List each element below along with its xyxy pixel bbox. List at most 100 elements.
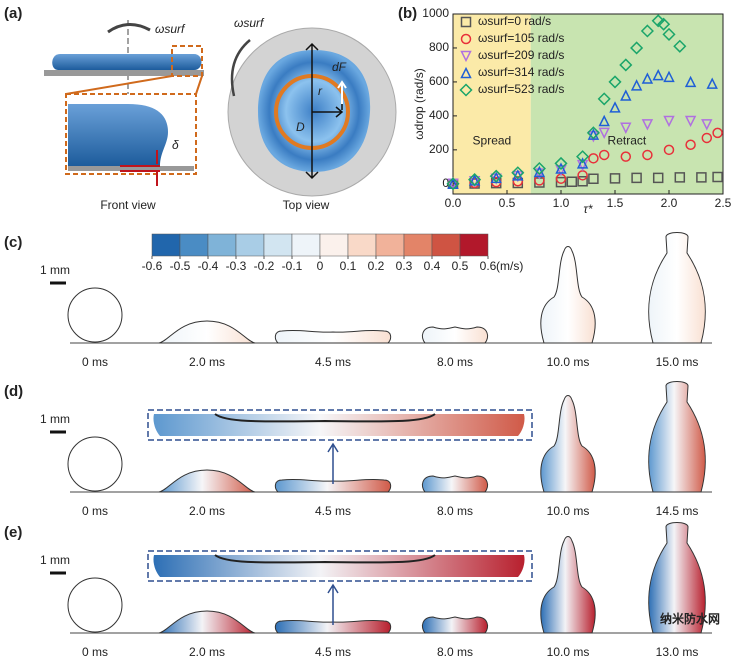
droplet <box>540 246 596 344</box>
panel-a: (a) ωsurf δ Front view dF r D ωsurf Top … <box>4 5 397 212</box>
droplet <box>421 326 489 344</box>
colorbar-tick-label: -0.3 <box>226 259 247 273</box>
colorbar-cell <box>235 233 265 257</box>
marker <box>642 149 653 161</box>
marker <box>598 114 610 127</box>
marker <box>701 132 713 144</box>
marker <box>588 153 599 164</box>
marker <box>598 127 610 140</box>
marker <box>696 172 707 183</box>
marker <box>609 173 621 184</box>
inset-arrow <box>327 583 339 625</box>
x-axis-label: τ* <box>583 202 592 216</box>
inset-outline <box>214 413 436 423</box>
marker <box>468 173 482 187</box>
marker <box>555 176 567 188</box>
marker <box>673 39 687 53</box>
marker <box>712 171 723 183</box>
marker <box>555 162 567 174</box>
time-label: 13.0 ms <box>656 645 699 659</box>
droplet <box>67 577 123 633</box>
chart: Spread Retract 0.0 0.5 1.0 1.5 2.0 2.5 0 200 400 60… <box>412 6 731 216</box>
colorbar-unit: (m/s) <box>496 259 523 273</box>
colorbar-cell <box>347 233 377 257</box>
time-label: 2.0 ms <box>189 645 225 659</box>
colorbar-cell <box>291 233 321 257</box>
marker <box>608 75 622 89</box>
marker <box>640 24 654 38</box>
colorbar-cell <box>375 233 405 257</box>
x-tick-label: 0.0 <box>445 196 462 210</box>
inset-arrow <box>327 442 339 484</box>
caption: Top view <box>283 198 330 212</box>
x-tick-label: 2.0 <box>661 196 678 210</box>
panel-label: (b) <box>398 5 417 22</box>
marker <box>684 75 697 88</box>
zoom-box <box>171 45 203 77</box>
time-label: 8.0 ms <box>437 355 473 369</box>
marker <box>620 89 632 101</box>
panel-label: (d) <box>4 383 23 400</box>
marker <box>598 149 610 161</box>
marker <box>512 176 524 187</box>
colorbar-cell <box>263 233 293 257</box>
watermark: 纳米防水网 <box>660 611 720 626</box>
marker <box>701 119 713 131</box>
time-label: 4.5 ms <box>315 504 351 518</box>
time-label: 0 ms <box>82 645 108 659</box>
y-tick-label: 800 <box>429 40 449 54</box>
time-label: 2.0 ms <box>189 504 225 518</box>
droplet <box>540 395 596 493</box>
legend-marker <box>460 50 472 63</box>
time-label: 10.0 ms <box>547 355 590 369</box>
colorbar-cell <box>459 233 489 257</box>
region-label: Retract <box>608 134 647 148</box>
x-tick-label: 0.5 <box>499 196 516 210</box>
legend-marker <box>460 16 472 28</box>
y-axis-label: ωdrop (rad/s) <box>412 68 426 139</box>
y-tick-label: 1000 <box>422 6 449 20</box>
marker <box>555 164 567 177</box>
force-arrow <box>337 80 347 104</box>
droplet <box>648 381 706 493</box>
legend-marker <box>460 66 472 79</box>
legend-label: ωsurf=314 rad/s <box>478 65 564 79</box>
inset-box <box>147 409 533 441</box>
delta-marker <box>120 150 160 186</box>
x-tick-label: 1.5 <box>607 196 624 210</box>
scale-label: 1 mm <box>40 553 70 567</box>
marker <box>674 172 686 183</box>
marker <box>489 169 503 183</box>
y-tick-label: 200 <box>429 142 449 156</box>
colorbar-tick-label: -0.6 <box>142 259 163 273</box>
arrows <box>305 42 344 180</box>
colorbar-tick-label: 0.4 <box>424 259 441 273</box>
region-label: Spread <box>473 134 512 148</box>
marker <box>630 41 644 55</box>
marker <box>620 151 632 162</box>
rotation-arrow <box>230 39 251 97</box>
marker <box>662 27 676 41</box>
marker <box>652 172 664 184</box>
x-tick-label: 2.5 <box>715 196 732 210</box>
colorbar-tick-label: 0.5 <box>452 259 469 273</box>
colorbar-cell <box>207 233 237 257</box>
marker <box>532 161 546 176</box>
marker <box>684 115 697 128</box>
colorbar-tick-label: -0.4 <box>198 259 219 273</box>
time-label: 0 ms <box>82 355 108 369</box>
colorbar-tick-label: -0.5 <box>170 259 191 273</box>
y-tick-label: 600 <box>429 74 449 88</box>
legend-label: ωsurf=523 rad/s <box>478 82 564 96</box>
time-label: 2.0 ms <box>189 355 225 369</box>
droplet <box>158 610 256 634</box>
marker <box>631 172 642 184</box>
droplet <box>648 232 706 344</box>
legend-label: ωsurf=105 rad/s <box>478 31 564 45</box>
marker <box>566 176 578 188</box>
marker <box>597 92 611 106</box>
omega-label: ωsurf <box>155 22 186 36</box>
droplet <box>67 436 123 492</box>
droplet <box>421 475 489 493</box>
x-tick-label: 1.0 <box>553 196 570 210</box>
